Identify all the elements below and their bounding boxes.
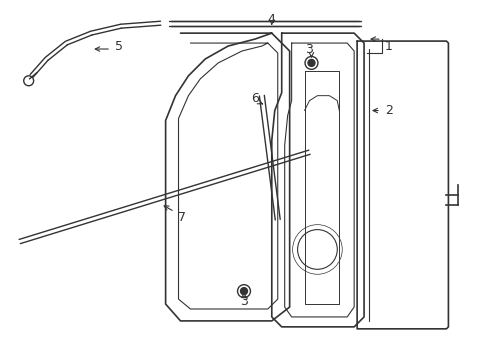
Text: 4: 4 [267, 13, 275, 26]
Text: 5: 5 [115, 40, 122, 53]
Text: 7: 7 [178, 211, 186, 224]
Text: 3: 3 [240, 294, 247, 307]
Text: 6: 6 [250, 92, 258, 105]
Text: 3: 3 [305, 42, 313, 55]
Text: 1: 1 [384, 40, 392, 53]
Circle shape [307, 59, 314, 66]
Circle shape [240, 288, 247, 294]
Text: 2: 2 [384, 104, 392, 117]
